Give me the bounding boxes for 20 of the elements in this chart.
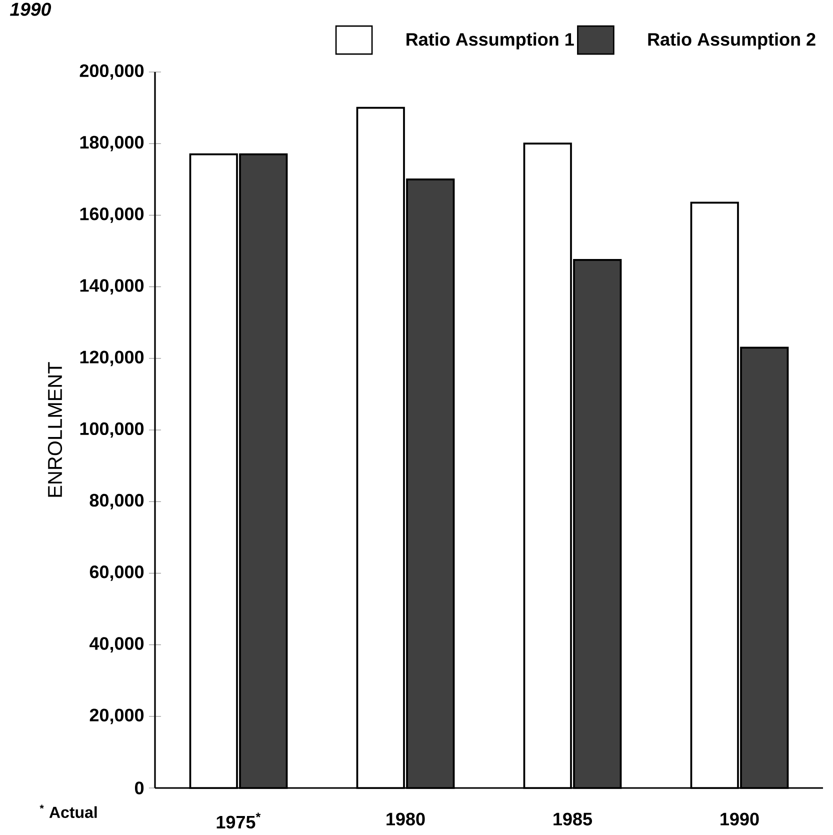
y-tick-label: 200,000 — [80, 64, 144, 80]
text: $^{*}$ Actual — [40, 804, 97, 818]
y-tick-label: 40,000 — [90, 637, 144, 652]
y-tick-label: 0 — [134, 782, 144, 794]
x-tick-label: 1975$^{*}$ — [216, 812, 261, 829]
x-tick-label: 1980 — [386, 812, 425, 826]
legend-label: Ratio Assumption 1 — [406, 32, 574, 50]
y-tick-label: 60,000 — [90, 566, 144, 581]
y-tick-label: 120,000 — [80, 350, 144, 366]
x-tick-label: 1985 — [554, 812, 592, 826]
y-tick-label: 100,000 — [80, 422, 144, 438]
y-tick-label: 140,000 — [80, 279, 144, 294]
y-tick-label: 180,000 — [80, 136, 144, 152]
chart-title: 1990 — [10, 2, 52, 16]
y-tick-label: 20,000 — [90, 708, 144, 724]
y-tick-label: 80,000 — [90, 494, 144, 510]
y-tick-label: 160,000 — [80, 208, 144, 223]
y-axis-title: ENROLLMENT — [48, 362, 62, 497]
x-tick-label: 1990 — [720, 812, 759, 826]
legend-label: Ratio Assumption 2 — [648, 32, 816, 50]
